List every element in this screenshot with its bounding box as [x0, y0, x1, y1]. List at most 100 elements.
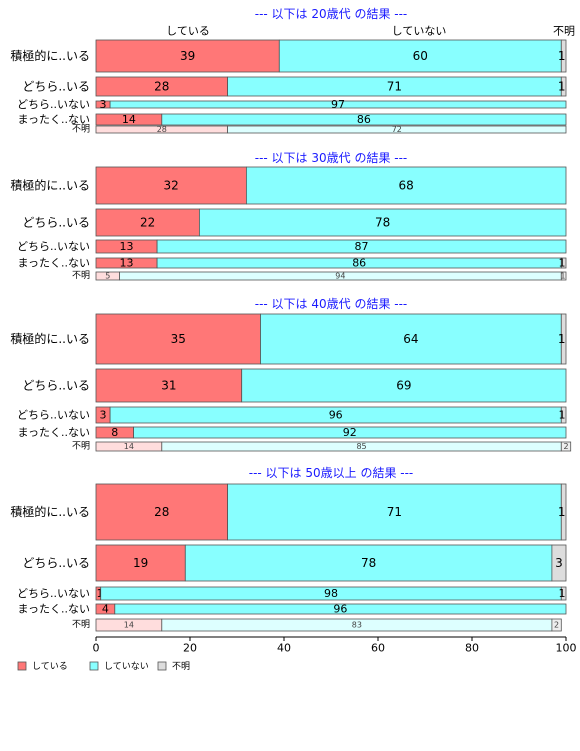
data-label: 96: [329, 409, 343, 422]
data-label: 86: [357, 113, 371, 126]
row-label: どちら..いる: [22, 556, 90, 570]
x-tick-label: 100: [556, 642, 577, 655]
data-label: 8: [111, 426, 118, 439]
bar-segment: [227, 125, 567, 134]
data-label: 28: [157, 125, 167, 134]
panel-title: --- 以下は 30歳代 の結果 ---: [255, 151, 408, 165]
row-label: 積極的に..いる: [10, 48, 90, 63]
panel-title: --- 以下は 50歳以上 の結果 ---: [249, 466, 414, 480]
data-label: 1: [559, 257, 566, 270]
bar-segment: [198, 208, 567, 237]
row-label: まったく..ない: [17, 257, 90, 270]
legend-swatch: [89, 661, 99, 671]
bar-segment: [560, 257, 567, 269]
legend-swatch: [17, 661, 27, 671]
row-label: 積極的に..いる: [10, 504, 90, 519]
row-label: どちら..いない: [17, 409, 90, 422]
row-label: どちら..いない: [17, 587, 90, 600]
row-label: 不明: [72, 619, 90, 630]
row-label: まったく..ない: [17, 603, 90, 616]
row-label: どちら..いる: [22, 216, 90, 230]
bar-segment: [278, 39, 562, 73]
data-label: 28: [154, 80, 169, 94]
data-label: 1: [560, 272, 565, 281]
bar-segment: [560, 271, 567, 281]
data-label: 78: [361, 556, 376, 570]
column-header: 不明: [553, 25, 575, 38]
x-tick-label: 40: [277, 642, 291, 655]
data-label: 4: [102, 603, 109, 616]
bar-segment: [560, 406, 567, 424]
data-label: 39: [180, 49, 195, 63]
row-label: 積極的に..いる: [10, 178, 90, 193]
bar-segment: [227, 483, 562, 541]
panel-title: --- 以下は 20歳代 の結果 ---: [255, 7, 408, 21]
bar-segment: [95, 483, 229, 541]
data-label: 28: [154, 505, 169, 519]
data-label: 92: [343, 426, 357, 439]
bar-segment: [133, 426, 567, 439]
data-label: 14: [122, 113, 136, 126]
bar-segment: [560, 586, 567, 601]
data-label: 71: [387, 80, 402, 94]
row-label: 不明: [72, 270, 90, 281]
data-label: 19: [133, 556, 148, 570]
data-label: 72: [392, 125, 402, 134]
legend-label: していない: [104, 661, 149, 672]
data-label: 1: [97, 587, 104, 600]
row-label: どちら..いる: [22, 80, 90, 94]
data-label: 96: [333, 603, 347, 616]
data-label: 68: [399, 179, 414, 193]
data-label: 98: [324, 587, 338, 600]
data-label: 13: [120, 257, 134, 270]
row-label: 積極的に..いる: [10, 331, 90, 346]
bar-segment: [184, 544, 553, 582]
x-tick-label: 0: [93, 642, 100, 655]
data-label: 2: [554, 621, 559, 630]
data-label: 87: [355, 240, 369, 253]
data-label: 13: [120, 240, 134, 253]
bar-segment: [161, 113, 567, 126]
data-label: 2: [563, 442, 568, 451]
legend-swatch: [157, 661, 167, 671]
data-label: 3: [100, 409, 107, 422]
bar-segment: [260, 313, 562, 365]
bar-segment: [95, 166, 247, 205]
data-label: 1: [559, 587, 566, 600]
data-label: 86: [352, 257, 366, 270]
data-label: 71: [387, 505, 402, 519]
data-label: 14: [124, 442, 134, 451]
column-header: している: [166, 25, 210, 38]
data-label: 1: [558, 80, 566, 94]
row-label: どちら..いない: [17, 240, 90, 253]
bar-segment: [551, 544, 567, 582]
bar-segment: [109, 100, 567, 109]
bar-segment: [241, 368, 567, 403]
panel-title: --- 以下は 40歳代 の結果 ---: [255, 297, 408, 311]
data-label: 64: [403, 332, 418, 346]
bar-segment: [95, 313, 261, 365]
data-label: 78: [375, 216, 390, 230]
bar-segment: [560, 483, 567, 541]
data-label: 35: [171, 332, 186, 346]
data-label: 22: [140, 216, 155, 230]
x-tick-label: 80: [465, 642, 479, 655]
bar-segment: [245, 166, 567, 205]
row-label: どちら..いる: [22, 379, 90, 393]
x-tick-label: 20: [183, 642, 197, 655]
row-label: まったく..ない: [17, 426, 90, 439]
row-label: どちら..いない: [17, 98, 90, 111]
data-label: 3: [100, 98, 107, 111]
bar-segment: [560, 441, 572, 452]
bar-segment: [560, 313, 567, 365]
legend-label: 不明: [172, 661, 190, 672]
data-label: 60: [413, 49, 428, 63]
bar-segment: [95, 39, 280, 73]
data-label: 5: [105, 272, 110, 281]
bar-segment: [560, 39, 567, 73]
row-label: 不明: [72, 441, 90, 452]
data-label: 1: [558, 505, 566, 519]
row-label: まったく..ない: [17, 113, 90, 126]
